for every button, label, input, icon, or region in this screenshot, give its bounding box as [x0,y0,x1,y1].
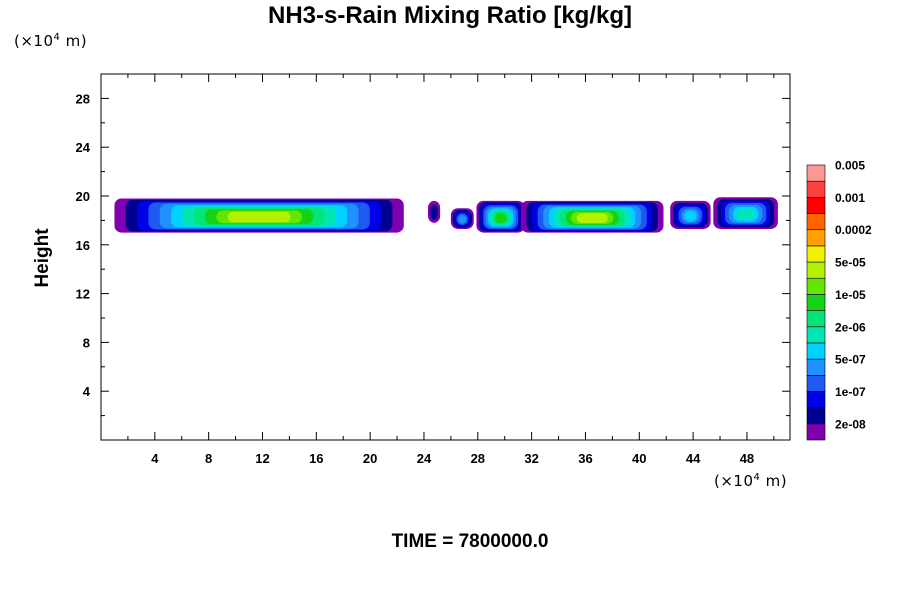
field-contour-6-6 [736,208,755,221]
y-tick-label: 16 [76,238,90,253]
x-tick-label: 24 [417,451,432,466]
colorbar-swatch [806,342,826,360]
x-tick-label: 48 [740,451,754,466]
x-tick-label: 40 [632,451,646,466]
x-tick-label: 28 [471,451,485,466]
field-contour-5-5 [684,210,697,222]
colorbar-swatch [806,358,826,376]
field-contour-0-10 [227,211,291,223]
x-tick-label: 20 [363,451,377,466]
colorbar-swatch [806,229,826,247]
y-tick-label: 4 [83,384,91,399]
colorbar-swatch [806,164,826,182]
colorbar-label: 1e-05 [835,288,866,302]
colorbar-swatch [806,261,826,279]
colorbar-label: 5e-07 [835,353,866,367]
colorbar-label: 2e-06 [835,320,866,334]
chart-title: NH3-s-Rain Mixing Ratio [kg/kg] [267,2,633,29]
colorbar-label: 0.0002 [835,223,872,237]
y-tick-label: 28 [76,91,90,106]
x-tick-label: 4 [151,451,159,466]
colorbar-swatch [806,180,826,198]
x-tick-label: 36 [578,451,592,466]
x-axis-unit: (×104 m) [714,472,788,490]
colorbar-swatch [806,197,826,214]
colorbar-swatch [806,213,826,231]
colorbar-label: 0.001 [835,191,865,205]
y-axis-unit: (×104 m) [14,32,88,50]
field-contour-4-10 [576,213,608,223]
x-tick-label: 16 [309,451,323,466]
y-tick-label: 20 [76,189,90,204]
field-contour-3-8 [494,212,507,224]
colorbar-swatch [806,374,826,392]
field-contour-2-4 [458,214,467,224]
colorbar-swatch [806,423,826,441]
y-tick-label: 8 [83,335,90,350]
field-contour-1-1 [430,204,438,220]
colorbar-swatch [806,391,826,408]
colorbar-swatch [806,277,826,295]
time-label: TIME = 7800000.0 [391,531,549,552]
colorbar-label: 5e-05 [835,256,866,270]
colorbar-swatch [806,294,826,311]
colorbar-label: 1e-07 [835,385,866,399]
y-tick-label: 12 [76,287,90,302]
colorbar-swatch [806,310,826,328]
x-tick-label: 44 [686,451,701,466]
x-tick-label: 12 [255,451,269,466]
colorbar-swatch [806,407,826,425]
x-tick-label: 32 [524,451,538,466]
colorbar-label: 0.005 [835,159,865,173]
x-tick-label: 8 [205,451,212,466]
colorbar-swatch [806,326,826,344]
plot-frame [100,73,791,441]
colorbar-label: 2e-08 [835,417,866,431]
colorbar-swatch [806,245,826,263]
y-tick-label: 24 [76,140,91,155]
